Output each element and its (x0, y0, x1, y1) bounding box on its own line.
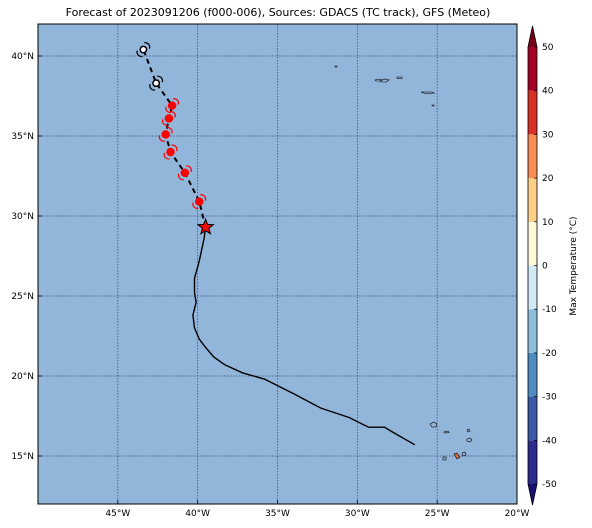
y-tick-label: 40°N (11, 52, 34, 62)
colorbar-tick-label: 0 (542, 262, 548, 272)
colorbar-tick-label: -30 (542, 393, 557, 403)
cyclone-symbol-icon (136, 42, 151, 58)
colorbar-tick-label: -20 (542, 349, 557, 359)
storm-track (136, 42, 416, 446)
colorbar-bin (528, 90, 537, 135)
forecast-point (180, 168, 190, 178)
island-outline (420, 91, 436, 94)
x-tick-label: 25°W (425, 509, 450, 519)
island-outline (396, 76, 403, 79)
cyclone-arm (144, 42, 151, 49)
island-outline (461, 451, 467, 457)
forecast-point (195, 197, 204, 206)
past-track-line (192, 227, 416, 446)
colorbar-bin (528, 47, 537, 91)
cyclone-arm (173, 98, 180, 105)
colorbar-bin (528, 265, 537, 310)
cyclone-arm (192, 202, 199, 210)
forecast-point (167, 101, 177, 110)
cyclone-symbol-icon (177, 165, 192, 181)
island-outline (466, 428, 471, 433)
colorbar-bin (528, 352, 537, 397)
colorbar-extend-bottom (528, 484, 537, 505)
colorbar-tick-label: 40 (542, 87, 554, 97)
y-tick-label: 15°N (11, 452, 34, 462)
forecast-point (152, 79, 161, 88)
colorbar-tick-label: -50 (542, 480, 557, 490)
y-tick-label: 30°N (11, 212, 34, 222)
island-outline (379, 78, 390, 83)
colorbar-extend-top (528, 26, 537, 47)
x-tick-label: 20°W (505, 509, 530, 519)
colorbar-tick-label: 10 (542, 218, 554, 228)
island-outline (443, 430, 450, 434)
cyclone-arm (157, 75, 164, 83)
star-icon (196, 217, 215, 235)
cyclone-arm (200, 194, 207, 201)
x-tick-label: 30°W (345, 509, 370, 519)
colorbar-tick-label: -40 (542, 436, 557, 446)
island-outline (431, 104, 435, 107)
x-tick-label: 35°W (265, 509, 290, 519)
cyclone-arm (185, 165, 192, 173)
colorbar-bin (528, 440, 537, 484)
colorbar-tick-label: 50 (542, 43, 554, 53)
cyclone-arm (166, 126, 173, 134)
cyclone-arm (163, 152, 170, 160)
cyclone-arm (169, 110, 176, 118)
colorbar-label: Max Temperature (°C) (569, 216, 579, 316)
cyclone-arm (171, 144, 178, 152)
island-outline (334, 65, 338, 68)
x-tick-label: 40°W (185, 509, 210, 519)
island-outline (442, 456, 447, 461)
y-tick-label: 25°N (11, 292, 34, 302)
x-tick-label: 45°W (105, 509, 130, 519)
forecast-point (166, 147, 175, 157)
colorbar-bin (528, 178, 537, 222)
island-outline (453, 452, 461, 460)
forecast-point (164, 114, 174, 123)
cyclone-arm (158, 135, 165, 142)
cyclone-symbol-icon (163, 144, 178, 160)
colorbar-bin (528, 396, 537, 441)
forecast-point (139, 45, 148, 54)
cyclone-symbol-icon (149, 75, 164, 91)
cyclone-symbol-icon (165, 98, 180, 114)
cyclone-arm (177, 173, 184, 181)
axis-ticks: 45°W 40°W 35°W 30°W 25°W 20°W 15°N 20°N 25°N 30°N… (11, 52, 529, 519)
cyclone-symbol-icon (161, 110, 176, 126)
island-outline (466, 437, 473, 443)
colorbar-tick-label: 20 (542, 174, 554, 184)
cyclone-arm (136, 50, 143, 58)
colorbar-tick-label: -10 (542, 305, 557, 315)
colorbar-bin (528, 309, 537, 353)
colorbar-bin (528, 221, 537, 266)
cyclone-arm (161, 119, 168, 126)
y-tick-label: 35°N (11, 132, 34, 142)
forecast-point (161, 130, 170, 139)
cyclone-symbol-icon (192, 194, 207, 210)
grid-lines (38, 24, 517, 504)
land-outlines (334, 65, 473, 461)
cyclone-arm (149, 83, 156, 91)
island-outline (429, 421, 438, 428)
colorbar-bin (528, 134, 537, 179)
y-tick-label: 20°N (11, 372, 34, 382)
colorbar: -50 -40 -30 -20 -10 0 10 20 30 40 50 (527, 25, 557, 506)
cyclone-arm (165, 106, 172, 114)
colorbar-tick-label: 30 (542, 130, 554, 140)
page-title: Forecast of 2023091206 (f000-006), Sourc… (65, 6, 491, 19)
cyclone-symbol-icon (158, 126, 173, 142)
